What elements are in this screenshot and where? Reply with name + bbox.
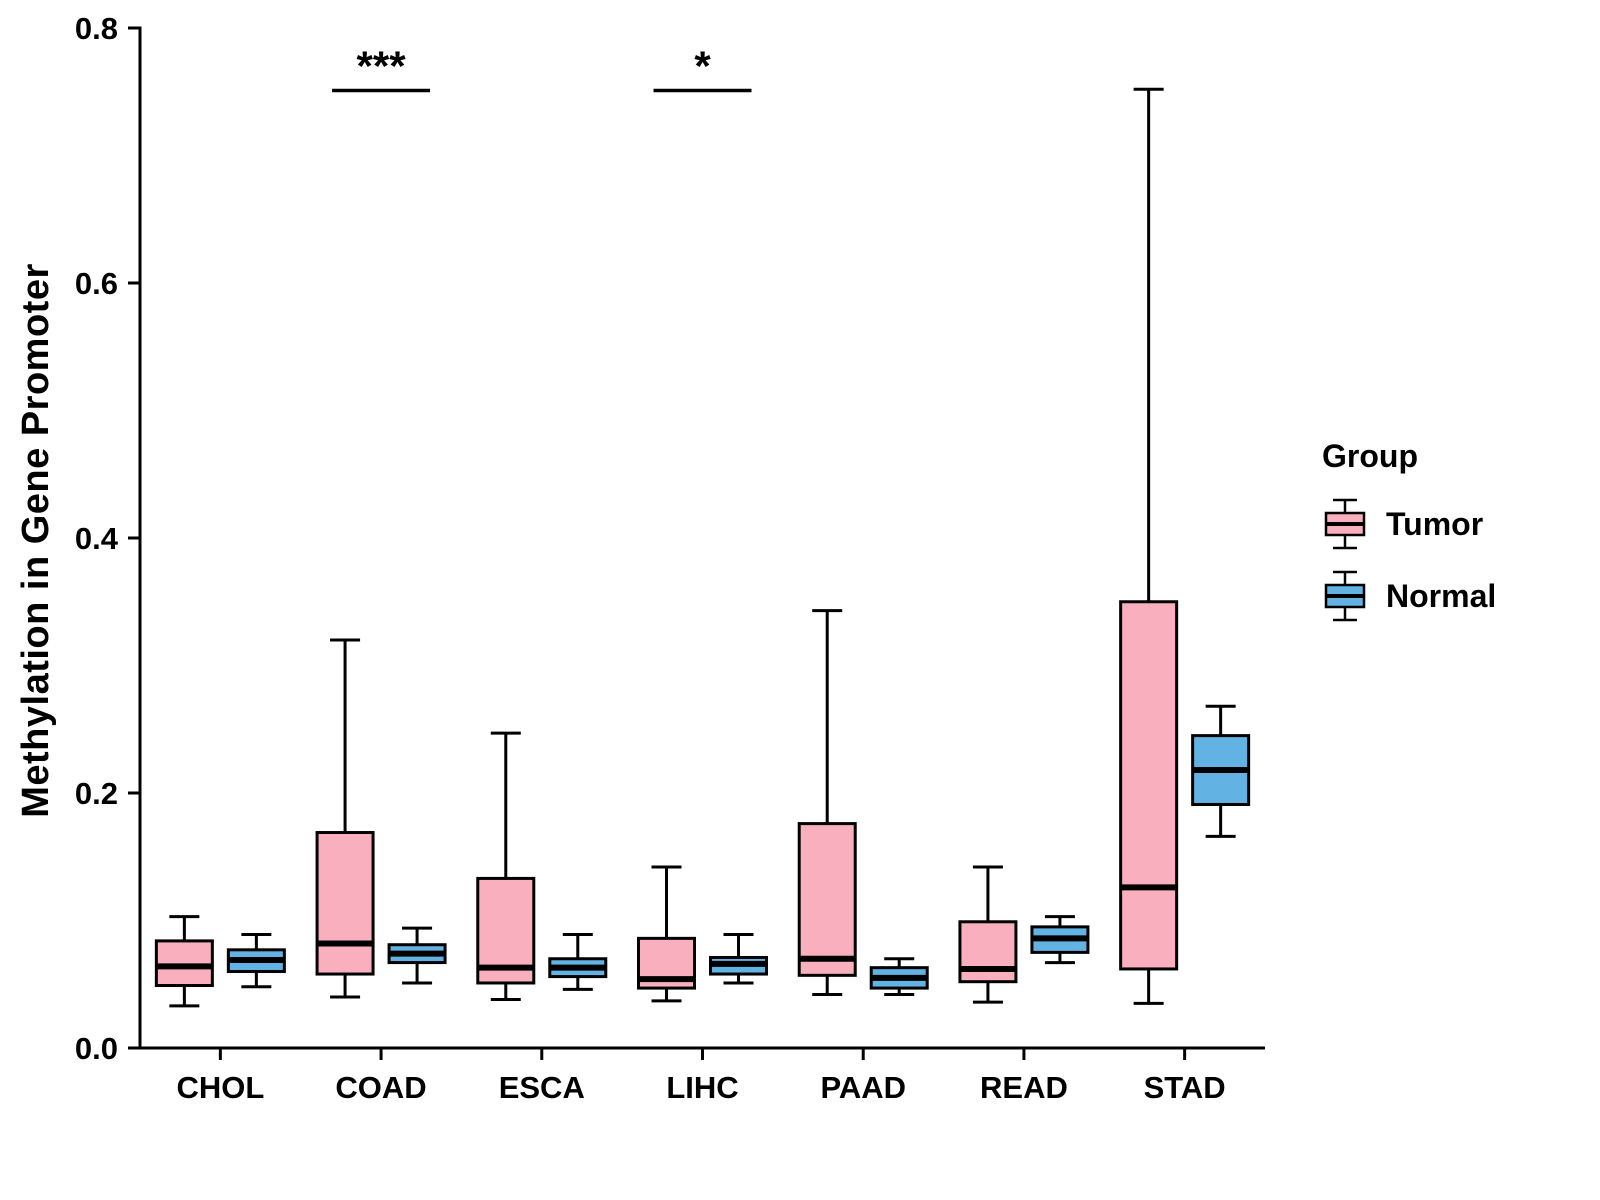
legend-title: Group (1322, 438, 1418, 474)
legend-item-normal: Normal (1322, 569, 1496, 623)
box-tumor-chol (154, 939, 214, 988)
x-tick-label-lihc: LIHC (666, 1070, 738, 1105)
y-tick-label: 0.0 (75, 1031, 118, 1066)
y-tick-label: 0.4 (75, 521, 119, 556)
y-tick-label: 0.2 (75, 776, 118, 811)
tumor-boxplot-key-icon (1324, 498, 1366, 550)
x-tick-label-stad: STAD (1144, 1070, 1226, 1105)
x-tick-label-coad: COAD (335, 1070, 426, 1105)
legend-item-tumor: Tumor (1322, 497, 1496, 551)
x-tick-label-chol: CHOL (176, 1070, 264, 1105)
y-tick-label: 0.6 (75, 266, 118, 301)
box-tumor-read (958, 920, 1018, 984)
y-tick-label: 0.8 (75, 11, 118, 46)
box-tumor-stad (1119, 600, 1179, 971)
sig-stars-coad: *** (357, 42, 407, 89)
x-tick-label-paad: PAAD (820, 1070, 906, 1105)
legend-label-normal: Normal (1386, 577, 1497, 614)
legend: Group Tumor Normal (1322, 438, 1496, 641)
sig-stars-lihc: * (694, 42, 711, 89)
box-tumor-paad (797, 822, 857, 977)
normal-boxplot-key-icon (1324, 570, 1366, 622)
x-tick-label-esca: ESCA (499, 1070, 585, 1105)
box-tumor-coad (315, 831, 375, 976)
x-tick-label-read: READ (980, 1070, 1068, 1105)
legend-label-tumor: Tumor (1386, 505, 1484, 542)
